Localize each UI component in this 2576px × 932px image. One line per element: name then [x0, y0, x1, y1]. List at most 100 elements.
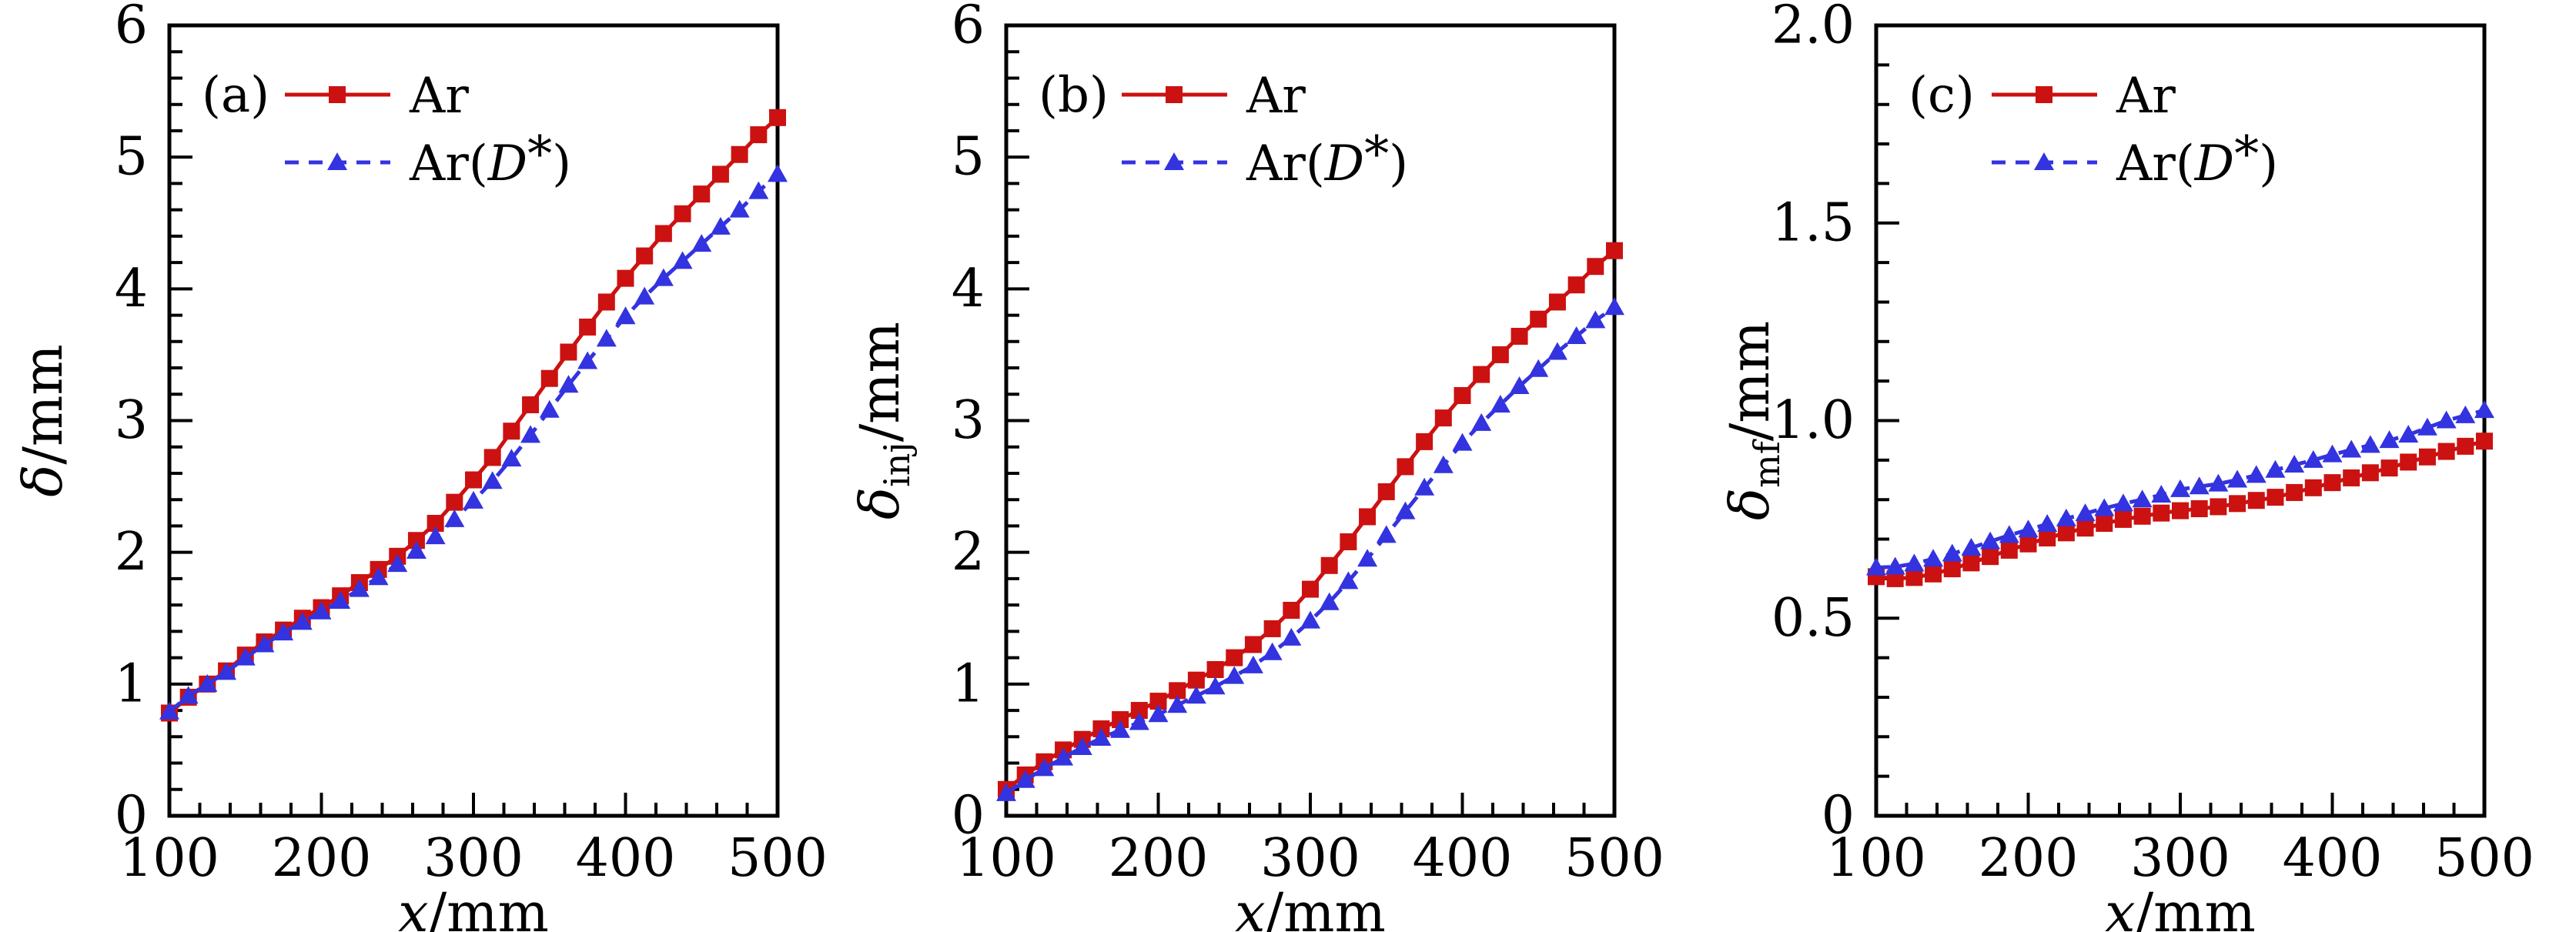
- x-axis-title: x/mm: [2105, 881, 2256, 932]
- marker-triangle: [1999, 525, 2019, 543]
- marker-triangle: [1452, 433, 1473, 451]
- legend-marker-square: [1166, 86, 1183, 103]
- marker-triangle: [1148, 704, 1169, 723]
- marker-triangle: [1566, 326, 1587, 344]
- marker-triangle: [1509, 376, 1530, 394]
- marker-triangle: [710, 216, 731, 235]
- marker-triangle: [768, 164, 788, 182]
- marker-triangle: [1961, 537, 1982, 556]
- marker-triangle: [1528, 359, 1549, 377]
- marker-triangle: [159, 701, 179, 720]
- marker-triangle: [1547, 342, 1567, 360]
- y-tick-label: 6: [115, 0, 148, 56]
- marker-triangle: [2455, 405, 2476, 423]
- marker-square: [2304, 479, 2322, 496]
- marker-triangle: [1243, 655, 1263, 673]
- marker-square: [711, 165, 729, 183]
- legend-marker-square: [2036, 86, 2052, 103]
- marker-square: [769, 109, 786, 126]
- x-axis-title: x/mm: [1235, 881, 1386, 932]
- marker-square: [731, 145, 748, 163]
- marker-square: [1244, 636, 1262, 653]
- y-tick-label: 0: [1822, 786, 1855, 847]
- marker-square: [465, 471, 482, 489]
- panel-tag: (a): [202, 67, 269, 124]
- y-tick-label: 2: [115, 522, 148, 583]
- marker-square: [1530, 310, 1547, 328]
- marker-triangle: [2170, 479, 2190, 497]
- marker-triangle: [1300, 610, 1320, 629]
- panel-tag: (c): [1909, 67, 1975, 124]
- y-tick-label: 1: [952, 653, 985, 714]
- x-tick-label: 400: [1413, 828, 1513, 889]
- marker-square: [427, 515, 444, 533]
- x-tick-label: 300: [423, 828, 524, 889]
- marker-triangle: [2417, 417, 2437, 436]
- marker-triangle: [1338, 571, 1359, 590]
- x-tick-label: 400: [2283, 828, 2383, 889]
- marker-square: [1340, 533, 1357, 550]
- marker-triangle: [748, 181, 769, 199]
- marker-triangle: [1980, 531, 2001, 550]
- marker-triangle: [2037, 514, 2058, 533]
- marker-triangle: [615, 306, 636, 325]
- y-tick-label: 3: [952, 390, 985, 451]
- y-tick-label: 0: [952, 786, 985, 847]
- marker-triangle: [1490, 394, 1510, 413]
- marker-square: [2096, 515, 2113, 533]
- y-tick-label: 2: [952, 522, 985, 583]
- legend-label: Ar(D*): [1246, 126, 1408, 192]
- marker-square: [2247, 492, 2265, 509]
- marker-triangle: [539, 399, 560, 418]
- y-tick-label: 0: [115, 786, 148, 847]
- panel-b: 100 200 300 400 500 0 1 2 3 4 5 6 x/mm δinj/mm (b) ArAr…: [848, 0, 1664, 932]
- marker-triangle: [2436, 410, 2457, 429]
- y-tick-label: 3: [115, 390, 148, 451]
- marker-triangle: [2474, 400, 2494, 419]
- legend-label: Ar: [409, 68, 469, 125]
- marker-triangle: [2113, 493, 2133, 512]
- y-tick-label: 0.5: [1771, 588, 1855, 649]
- marker-triangle: [444, 509, 465, 527]
- x-tick-label: 300: [2130, 828, 2230, 889]
- marker-triangle: [1091, 728, 1112, 747]
- marker-triangle: [691, 234, 712, 252]
- marker-square: [2076, 519, 2094, 537]
- marker-triangle: [729, 199, 750, 218]
- marker-triangle: [1395, 501, 1416, 519]
- marker-square: [2323, 474, 2341, 492]
- marker-triangle: [1224, 666, 1245, 684]
- x-tick-label: 400: [576, 828, 676, 889]
- marker-triangle: [2189, 476, 2210, 495]
- marker-square: [2418, 448, 2436, 466]
- marker-triangle: [1585, 310, 1606, 329]
- marker-triangle: [2018, 519, 2039, 538]
- marker-square: [1130, 702, 1148, 720]
- marker-triangle: [482, 471, 503, 489]
- marker-triangle: [1942, 543, 1962, 562]
- marker-triangle: [2341, 439, 2362, 458]
- y-tick-label: 5: [952, 127, 985, 188]
- marker-triangle: [1205, 676, 1226, 695]
- marker-square: [2437, 443, 2455, 460]
- legend-marker-square: [329, 86, 346, 103]
- x-tick-label: 200: [272, 828, 372, 889]
- marker-triangle: [2208, 473, 2229, 492]
- marker-triangle: [406, 540, 427, 559]
- marker-square: [540, 369, 558, 387]
- marker-square: [1416, 433, 1434, 450]
- marker-triangle: [1885, 556, 1905, 575]
- marker-triangle: [2322, 444, 2343, 463]
- x-axis-title: x/mm: [398, 881, 549, 932]
- y-axis-title: δ/mm: [12, 344, 75, 497]
- marker-triangle: [996, 783, 1016, 801]
- legend-label: Ar(D*): [2116, 126, 2278, 192]
- marker-triangle: [1034, 758, 1055, 777]
- marker-triangle: [1357, 549, 1378, 567]
- y-tick-label: 1.0: [1771, 390, 1855, 451]
- marker-triangle: [1129, 712, 1149, 730]
- marker-triangle: [1471, 413, 1492, 431]
- marker-triangle: [520, 425, 541, 443]
- marker-square: [2400, 453, 2417, 471]
- marker-triangle: [273, 623, 294, 641]
